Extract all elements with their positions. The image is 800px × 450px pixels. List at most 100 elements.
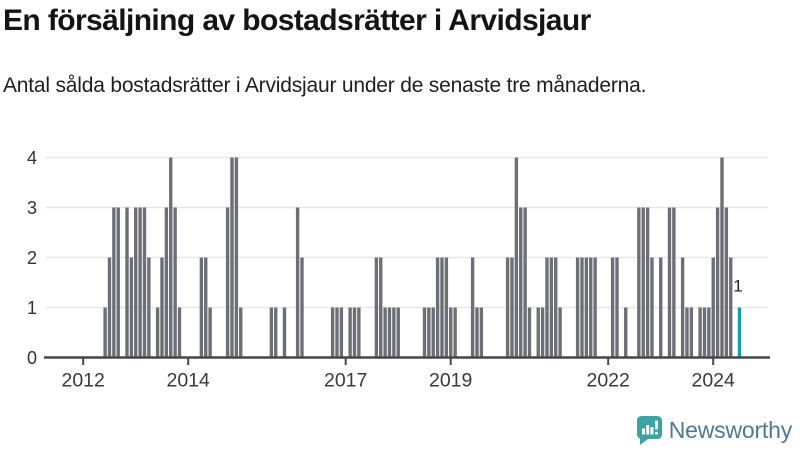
bar-2022-11 [650,257,654,358]
bar-2020-05 [519,207,523,358]
bar-2013-09 [169,157,173,358]
bar-2019-06 [470,257,475,358]
y-axis-label-2: 2 [27,248,37,268]
bar-2023-04 [672,207,676,358]
bar-2019-08 [479,307,484,358]
bar-2021-10 [593,257,597,358]
bar-2020-09 [536,307,540,358]
bar-2017-10 [383,307,387,358]
bar-2020-07 [527,307,532,358]
bar-2012-06 [103,307,107,358]
bar-2022-03 [615,257,619,358]
bar-2024-03 [720,157,724,358]
bar-2014-11 [230,157,234,358]
bar-2017-12 [392,307,396,358]
newsworthy-logo-text: Newsworthy [668,417,792,443]
bar-2013-08 [164,207,169,358]
bar-2019-02 [453,307,457,358]
bar-2017-11 [387,307,392,358]
bar-2020-04 [514,157,519,358]
bar-2024-05 [729,257,733,358]
bar-2016-10 [330,307,335,358]
bar-2016-03 [300,257,304,358]
bar-2023-10 [698,307,702,358]
bar-2013-11 [177,307,182,358]
bar-2016-11 [335,307,339,358]
y-axis-label-0: 0 [27,348,37,368]
bar-2023-06 [680,257,685,358]
bar-2016-02 [295,207,300,358]
y-axis-label-4: 4 [27,148,37,168]
bar-2015-11 [282,307,287,358]
bar-2023-03 [667,207,672,358]
bar-2018-08 [427,307,431,358]
bar-2013-03 [142,207,147,358]
bar-2020-10 [540,307,545,358]
bar-2018-07 [422,307,427,358]
bar-2017-04 [357,307,361,358]
bar-2021-06 [575,257,580,358]
bar-2022-09 [641,207,645,358]
bar-2012-07 [107,257,112,358]
bar-2023-07 [685,307,689,358]
bar-2021-02 [558,307,562,358]
bar-2024-02 [715,207,720,358]
bar-2019-01 [449,307,453,358]
bar-2013-01 [134,207,138,358]
bar-2023-12 [707,307,711,358]
bar-2021-01 [554,257,558,358]
sales-bar-chart: 0 1 2 3 4 1 2012 2014 2017 2019 2022 2024 [27,148,770,392]
bar-2014-12 [234,157,239,358]
x-axis-label-2019: 2019 [429,370,472,392]
newsworthy-logo: Newsworthy [636,416,792,445]
bar-2021-08 [584,257,589,358]
bar-2013-02 [138,207,142,358]
bar-2017-02 [348,307,352,358]
x-axis-label-2012: 2012 [61,370,104,392]
bar-2020-06 [523,207,527,358]
bar-2017-08 [374,257,379,358]
bar-2016-12 [339,307,344,358]
x-axis-label-2014: 2014 [166,370,210,392]
bar-2014-06 [208,307,212,358]
bar-2012-12 [129,257,134,358]
bar-2022-02 [610,257,615,358]
bar-2018-12 [444,257,449,358]
bar-2017-09 [379,257,383,358]
x-axis-label-2024: 2024 [691,370,735,392]
bar-2023-11 [702,307,707,358]
chart-subtitle: Antal sålda bostadsrätter i Arvidsjaur u… [3,74,647,97]
bar-2015-01 [239,307,243,358]
y-axis-label-1: 1 [27,298,37,318]
bar-2022-10 [645,207,650,358]
newsworthy-logo-icon [636,416,662,445]
bar-2012-09 [116,207,120,358]
bar-2021-07 [580,257,584,358]
bar-2018-01 [396,307,400,358]
bar-2023-08 [689,307,694,358]
bar-2024-04 [724,207,729,358]
bar-2014-04 [199,257,204,358]
bar-2013-10 [173,207,177,358]
bar-2022-08 [637,207,641,358]
bar-2012-08 [112,207,116,358]
x-axis-label-2022: 2022 [586,370,629,392]
bar-2020-02 [505,257,510,358]
bar-2023-01 [659,257,663,358]
bar-2020-11 [545,257,549,358]
highlighted-bar-2024-07 [737,307,742,358]
bar-2013-07 [160,257,164,358]
page-title: En försäljning av bostadsrätter i Arvids… [3,4,591,37]
bar-2014-05 [204,257,208,358]
bar-2015-09 [274,307,278,358]
bar-2018-11 [440,257,444,358]
bar-2019-07 [475,307,479,358]
bar-2022-05 [624,307,628,358]
bar-2018-10 [435,257,440,358]
bar-2014-10 [225,207,230,358]
bar-2024-01 [711,257,715,358]
bar-2018-09 [431,307,435,358]
bar-2020-12 [549,257,554,358]
bar-2013-04 [147,257,151,358]
